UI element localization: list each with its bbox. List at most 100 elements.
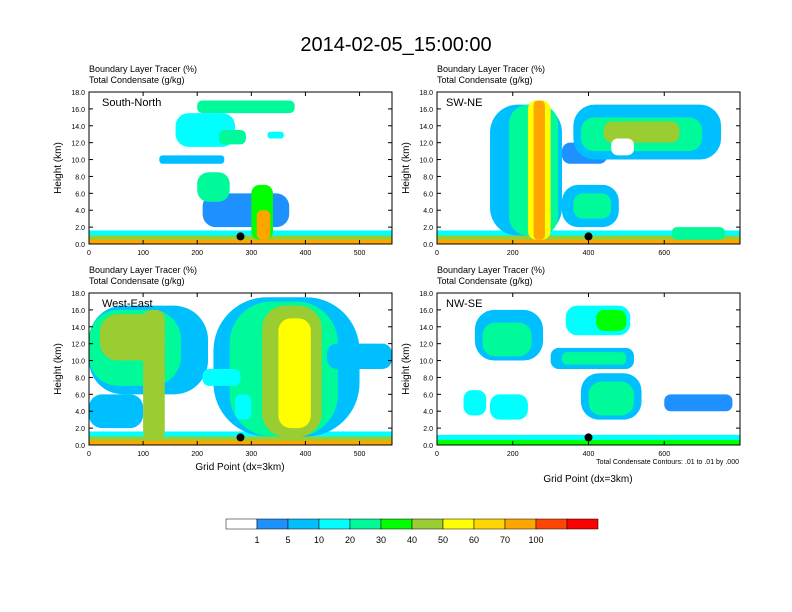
y-tick-label: 16.0 <box>419 107 433 114</box>
colorbar-swatch <box>411 518 444 530</box>
y-tick-label: 6.0 <box>75 191 85 198</box>
y-axis-label: Height (km) <box>401 142 412 194</box>
y-tick-label: 14.0 <box>71 124 85 131</box>
y-tick-label: 16.0 <box>419 308 433 315</box>
y-tick-label: 18.0 <box>419 291 433 298</box>
tracer-region <box>573 193 612 219</box>
station-marker <box>236 433 245 442</box>
tracer-region <box>664 394 733 412</box>
tracer-region <box>197 172 230 202</box>
y-tick-label: 0.0 <box>75 443 85 450</box>
panel-label: SW-NE <box>446 97 482 109</box>
panel-label: South-North <box>102 97 161 109</box>
tracer-region <box>143 309 165 441</box>
x-tick-label: 300 <box>245 451 257 458</box>
y-tick-label: 2.0 <box>423 225 433 232</box>
tracer-region <box>267 131 284 139</box>
panel-nw-se: Boundary Layer Tracer (%) Total Condensa… <box>401 265 741 485</box>
panel-label: West-East <box>102 298 153 310</box>
y-tick-label: 12.0 <box>71 342 85 349</box>
station-marker <box>584 433 593 442</box>
y-tick-label: 12.0 <box>419 141 433 148</box>
y-tick-label: 4.0 <box>75 409 85 416</box>
tracer-region <box>490 394 528 420</box>
x-tick-label: 300 <box>245 250 257 257</box>
y-tick-label: 14.0 <box>419 325 433 332</box>
tracer-region <box>588 381 634 416</box>
x-axis-label: Grid Point (dx=3km) <box>195 462 284 473</box>
x-tick-label: 0 <box>435 250 439 257</box>
y-tick-label: 8.0 <box>423 174 433 181</box>
colorbar-label: 5 <box>285 535 290 545</box>
tracer-region <box>197 100 295 114</box>
panel-title-line2: Total Condensate (g/kg) <box>89 75 185 85</box>
x-tick-label: 100 <box>137 250 149 257</box>
x-tick-label: 0 <box>87 250 91 257</box>
y-tick-label: 2.0 <box>423 426 433 433</box>
colorbar-swatch <box>566 518 599 530</box>
y-tick-label: 4.0 <box>423 208 433 215</box>
tracer-region <box>671 227 725 240</box>
colorbar-swatch <box>225 518 258 530</box>
tracer-region <box>611 138 634 156</box>
colorbar-swatch <box>256 518 289 530</box>
y-tick-label: 4.0 <box>423 409 433 416</box>
panel-label: NW-SE <box>446 298 482 310</box>
x-tick-label: 0 <box>435 451 439 458</box>
x-tick-label: 400 <box>300 250 312 257</box>
tracer-region <box>159 155 225 164</box>
panel-title-line1: Boundary Layer Tracer (%) <box>437 265 545 275</box>
panel-title-line1: Boundary Layer Tracer (%) <box>89 265 197 275</box>
colorbar-label: 70 <box>500 535 510 545</box>
panel-title-line2: Total Condensate (g/kg) <box>437 75 533 85</box>
y-axis-label: Height (km) <box>53 142 64 194</box>
y-tick-label: 10.0 <box>71 158 85 165</box>
tracer-region <box>603 121 680 143</box>
figure-title: 2014-02-05_15:00:00 <box>300 34 491 56</box>
x-tick-label: 200 <box>507 451 519 458</box>
x-tick-label: 500 <box>354 451 366 458</box>
tracer-region <box>89 239 392 244</box>
x-tick-label: 600 <box>658 250 670 257</box>
colorbar-label: 100 <box>528 535 543 545</box>
y-tick-label: 12.0 <box>419 342 433 349</box>
y-tick-label: 8.0 <box>75 375 85 382</box>
y-tick-label: 14.0 <box>71 325 85 332</box>
colorbar-label: 20 <box>345 535 355 545</box>
x-tick-label: 200 <box>507 250 519 257</box>
y-tick-label: 0.0 <box>75 242 85 249</box>
tracer-region <box>482 322 532 357</box>
x-tick-label: 200 <box>191 250 203 257</box>
y-tick-label: 18.0 <box>419 90 433 97</box>
colorbar-swatch <box>380 518 413 530</box>
y-tick-label: 2.0 <box>75 426 85 433</box>
x-tick-label: 200 <box>191 451 203 458</box>
tracer-region <box>278 318 311 429</box>
colorbar-swatch <box>349 518 382 530</box>
tracer-region <box>256 210 271 240</box>
y-tick-label: 16.0 <box>71 107 85 114</box>
tracer-region <box>202 369 241 386</box>
x-tick-label: 400 <box>583 250 595 257</box>
colorbar: 1 5 10 20 30 40 50 60 70 100 <box>225 518 599 545</box>
station-marker <box>236 232 245 241</box>
panel-south-north: Boundary Layer Tracer (%) Total Condensa… <box>53 64 393 257</box>
y-tick-label: 10.0 <box>419 359 433 366</box>
colorbar-swatch <box>442 518 475 530</box>
y-axis-label: Height (km) <box>53 343 64 395</box>
tracer-region <box>89 440 392 445</box>
colorbar-swatch <box>287 518 320 530</box>
panel-title-line2: Total Condensate (g/kg) <box>89 276 185 286</box>
tracer-region <box>218 130 246 145</box>
colorbar-swatch <box>535 518 568 530</box>
y-tick-label: 0.0 <box>423 242 433 249</box>
y-tick-label: 8.0 <box>423 375 433 382</box>
contour-footnote: Total Condensate Contours: .01 to .01 by… <box>596 459 739 466</box>
station-marker <box>584 232 593 241</box>
x-tick-label: 400 <box>583 451 595 458</box>
y-tick-label: 18.0 <box>71 90 85 97</box>
y-tick-label: 10.0 <box>419 158 433 165</box>
x-tick-label: 600 <box>658 451 670 458</box>
y-tick-label: 0.0 <box>423 443 433 450</box>
